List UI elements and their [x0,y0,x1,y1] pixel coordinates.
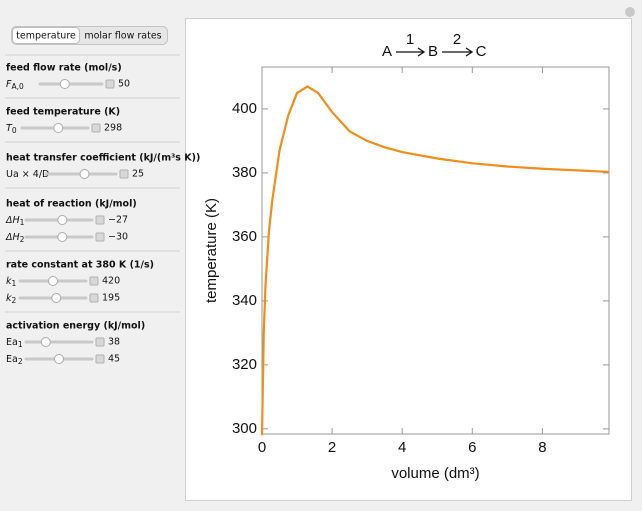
control-value: −30 [108,232,128,243]
y-tick-label: 360 [232,228,257,245]
expand-button[interactable] [95,354,105,364]
slider-thumb[interactable] [51,293,62,303]
label-base: Ea [6,354,18,365]
title-species: A [382,43,392,60]
x-tick-label: 6 [468,439,476,456]
label-base: F [6,79,12,90]
control-label: Ea2 [6,354,23,367]
control-value: 195 [102,293,120,304]
label-sub: 1 [18,340,23,349]
control-value: 45 [108,354,120,365]
tab[interactable]: temperature [16,31,76,42]
label-base: k [6,276,12,287]
control-label: Ua × 4/D [6,169,49,180]
label-sub: A,0 [11,82,24,91]
control-label: FA,0 [6,79,24,92]
label-base: Ea [6,337,18,348]
control-label: k2 [6,293,17,306]
title-step: 1 [406,31,414,48]
control-label: Ea1 [6,337,23,350]
expand-button[interactable] [119,169,129,179]
x-tick-label: 4 [398,439,406,456]
close-button[interactable] [625,7,635,17]
title-arrowhead [465,47,474,57]
expand-button[interactable] [105,79,115,89]
slider-thumb[interactable] [79,169,90,179]
control-heading: activation energy (kJ/mol) [6,321,145,332]
expand-button[interactable] [95,337,105,347]
control-heading: feed temperature (K) [6,107,120,118]
y-tick-label: 400 [232,100,257,117]
control-label: ΔH2 [5,232,25,245]
slider-thumb[interactable] [57,232,68,242]
slider-thumb[interactable] [59,79,70,89]
data-line [260,85,610,436]
label-sub: 2 [20,235,25,244]
control-heading: heat of reaction (kJ/mol) [6,199,137,210]
slider-thumb[interactable] [57,215,68,225]
control-heading: heat transfer coefficient (kJ/(m³s K)) [6,153,200,164]
expand-button[interactable] [95,232,105,242]
control-value: 298 [104,123,122,134]
control-heading: feed flow rate (mol/s) [6,63,122,74]
x-tick-label: 2 [328,439,336,456]
y-tick-label: 340 [232,292,257,309]
slider-thumb[interactable] [48,276,58,286]
expand-button[interactable] [95,215,105,225]
plot-panel [185,18,632,501]
tab-selected[interactable] [12,27,80,44]
slider-thumb[interactable] [53,123,64,133]
control-value: 38 [108,337,120,348]
expand-button[interactable] [91,123,101,133]
title-arrowhead [417,47,426,57]
label-sub: 1 [20,218,25,227]
control-label: T0 [6,123,17,136]
expand-button[interactable] [89,276,99,286]
control-heading: rate constant at 380 K (1/s) [6,260,154,271]
slider-thumb[interactable] [54,354,64,364]
x-tick-label: 0 [258,439,266,456]
label-base: Ua × 4/D [6,169,49,180]
control-value: 25 [132,169,144,180]
slider-thumb[interactable] [40,337,51,347]
x-axis-label: volume (dm³) [391,465,479,482]
title-step: 2 [453,31,461,48]
control-value: 50 [118,79,130,90]
x-tick-label: 8 [538,439,546,456]
y-tick-label: 380 [232,164,257,181]
label-sub: 2 [12,296,17,305]
y-axis-label: temperature (K) [203,198,220,303]
control-label: k1 [6,276,17,289]
y-tick-label: 300 [232,420,257,437]
title-species: B [428,43,438,60]
label-base: T [6,123,13,134]
label-sub: 0 [12,126,17,135]
label-base: ΔH [5,215,20,226]
label-sub: 1 [12,279,17,288]
control-label: ΔH1 [5,215,25,228]
label-base: k [6,293,12,304]
y-tick-label: 320 [232,356,257,373]
label-sub: 2 [18,357,23,366]
control-value: −27 [108,215,128,226]
title-species: C [476,43,487,60]
plot-frame [261,66,610,435]
label-base: ΔH [5,232,20,243]
expand-button[interactable] [89,293,99,303]
tab[interactable]: molar flow rates [84,31,161,42]
control-value: 420 [102,276,120,287]
